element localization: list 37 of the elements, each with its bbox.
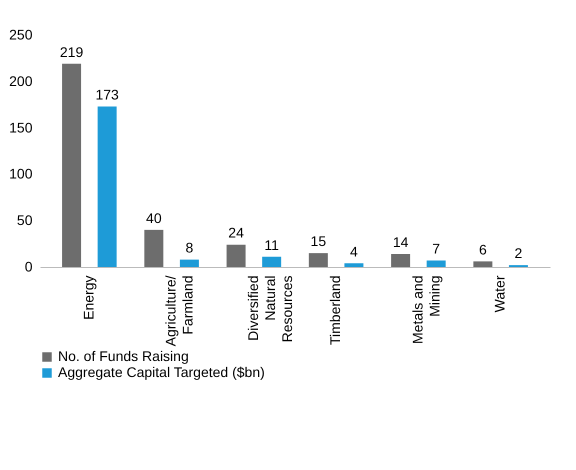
data-label: 173: [95, 86, 120, 102]
x-tick-label: Diversified Natural Resources: [244, 276, 295, 342]
bar: [344, 263, 364, 267]
data-label: 40: [146, 210, 162, 226]
data-label: 14: [392, 234, 409, 250]
data-label: 219: [60, 44, 84, 60]
data-label: 4: [350, 243, 358, 260]
bar: [391, 254, 410, 267]
bar: [180, 260, 199, 267]
y-tick-label: 50: [16, 212, 33, 228]
bar: [473, 261, 492, 267]
data-label: 7: [432, 240, 440, 257]
data-label: 15: [310, 233, 326, 250]
data-label: 6: [478, 241, 487, 258]
y-tick-label: 150: [9, 119, 33, 136]
data-label: 8: [186, 240, 194, 256]
x-tick-label: Agriculture/ Farmland: [162, 275, 196, 346]
legend-label: No. of Funds Raising: [58, 348, 189, 364]
bar: [98, 106, 117, 267]
bar: [62, 64, 82, 267]
bar: [226, 244, 246, 267]
data-label: 2: [514, 245, 523, 262]
x-tick-label: Metals and Mining: [409, 276, 442, 344]
y-tick-label: 100: [9, 166, 33, 182]
x-tick-label: Energy: [80, 276, 96, 320]
y-tick-label: 200: [9, 72, 33, 89]
data-label: 24: [228, 224, 244, 241]
bar: [426, 260, 446, 267]
bar: [308, 253, 328, 267]
x-tick-label: Timberland: [327, 276, 344, 346]
data-label: 11: [264, 236, 280, 253]
y-tick-label: 250: [9, 26, 33, 42]
bar: [262, 256, 282, 267]
bar: [144, 230, 164, 267]
y-tick-label: 0: [24, 258, 33, 274]
legend-label: Aggregate Capital Targeted ($bn): [58, 364, 265, 380]
x-tick-label: Water: [492, 275, 508, 312]
